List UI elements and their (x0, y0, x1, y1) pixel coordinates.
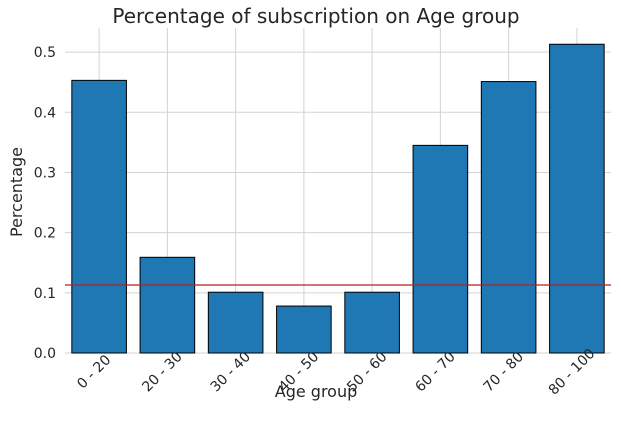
bar (207, 291, 264, 354)
x-tick-label: 30 - 40 (208, 349, 254, 395)
y-tick-label: 0.2 (34, 226, 56, 242)
x-tick-label: 80 - 100 (546, 346, 599, 399)
bar (344, 291, 400, 354)
bar (412, 144, 469, 354)
y-tick-label: 0.0 (34, 346, 56, 362)
x-tick-label: 70 - 80 (481, 349, 527, 395)
chart-title: Percentage of subscription on Age group (112, 4, 519, 28)
x-axis-label: Age group (275, 382, 358, 401)
y-tick-label: 0.1 (34, 286, 56, 302)
bars (71, 43, 605, 354)
bar (71, 79, 127, 354)
y-tick-label: 0.5 (34, 45, 56, 61)
bar (549, 43, 605, 354)
bar (480, 81, 537, 354)
x-tick-label: 0 - 20 (74, 352, 114, 392)
bar (276, 305, 332, 354)
x-tick-label: 60 - 70 (412, 349, 458, 395)
y-tick-label: 0.3 (34, 165, 56, 181)
y-tick-labels: 0.0 0.1 0.2 0.3 0.4 0.5 (34, 45, 56, 362)
bar (139, 256, 196, 354)
x-tick-label: 20 - 30 (139, 349, 185, 395)
y-axis-label: Percentage (7, 147, 26, 237)
y-tick-label: 0.4 (34, 105, 56, 121)
